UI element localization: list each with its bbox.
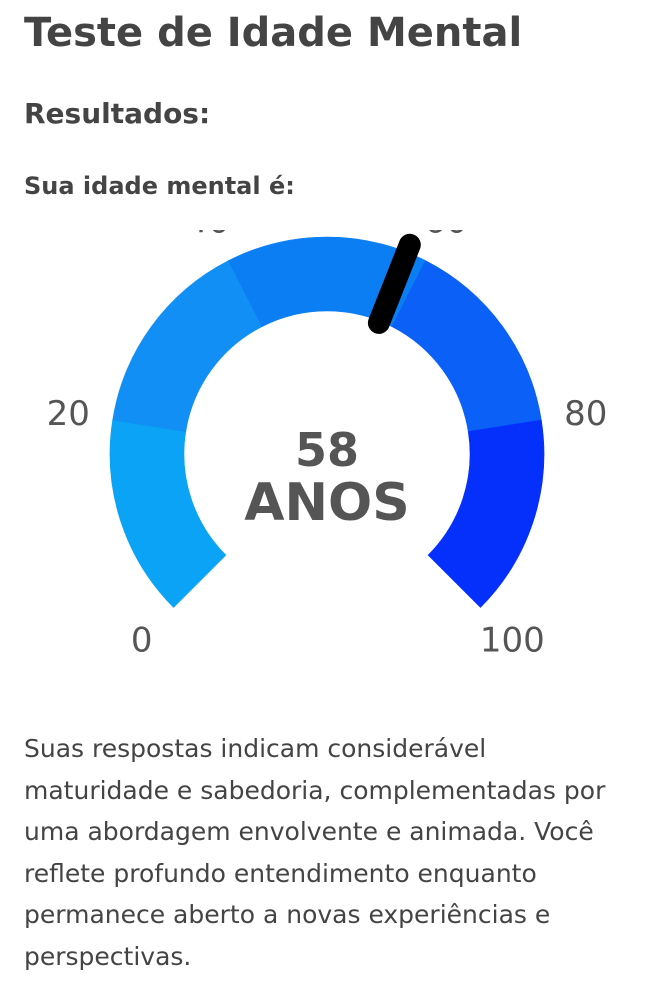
- gauge-tick-label-80: 80: [564, 394, 607, 434]
- mental-age-gauge: 0 20 40 60 80 100 58 ANOS: [0, 230, 648, 700]
- gauge-tick-label-60: 60: [424, 230, 467, 242]
- page-title: Teste de Idade Mental: [24, 10, 523, 56]
- gauge-band-0-20: [109, 419, 227, 608]
- gauge-value: 58: [295, 423, 359, 477]
- gauge-bands: [109, 236, 545, 608]
- gauge-needle: [367, 233, 421, 334]
- gauge-tick-labels: 0 20 40 60 80 100: [47, 230, 608, 660]
- result-description: Suas respostas indicam considerável matu…: [24, 734, 606, 971]
- gauge-tick-label-20: 20: [47, 394, 90, 434]
- gauge-tick-label-100: 100: [480, 620, 545, 660]
- gauge-tick-label-0: 0: [131, 620, 153, 660]
- gauge-tick-label-40: 40: [186, 230, 229, 242]
- gauge-unit: ANOS: [244, 473, 409, 533]
- mental-age-label: Sua idade mental é:: [24, 172, 295, 200]
- results-heading: Resultados:: [24, 97, 211, 130]
- gauge-svg: 0 20 40 60 80 100 58 ANOS: [47, 230, 608, 660]
- gauge-band-80-100: [427, 419, 545, 608]
- gauge-band-60-80: [391, 260, 542, 432]
- gauge-band-20-40: [112, 260, 263, 432]
